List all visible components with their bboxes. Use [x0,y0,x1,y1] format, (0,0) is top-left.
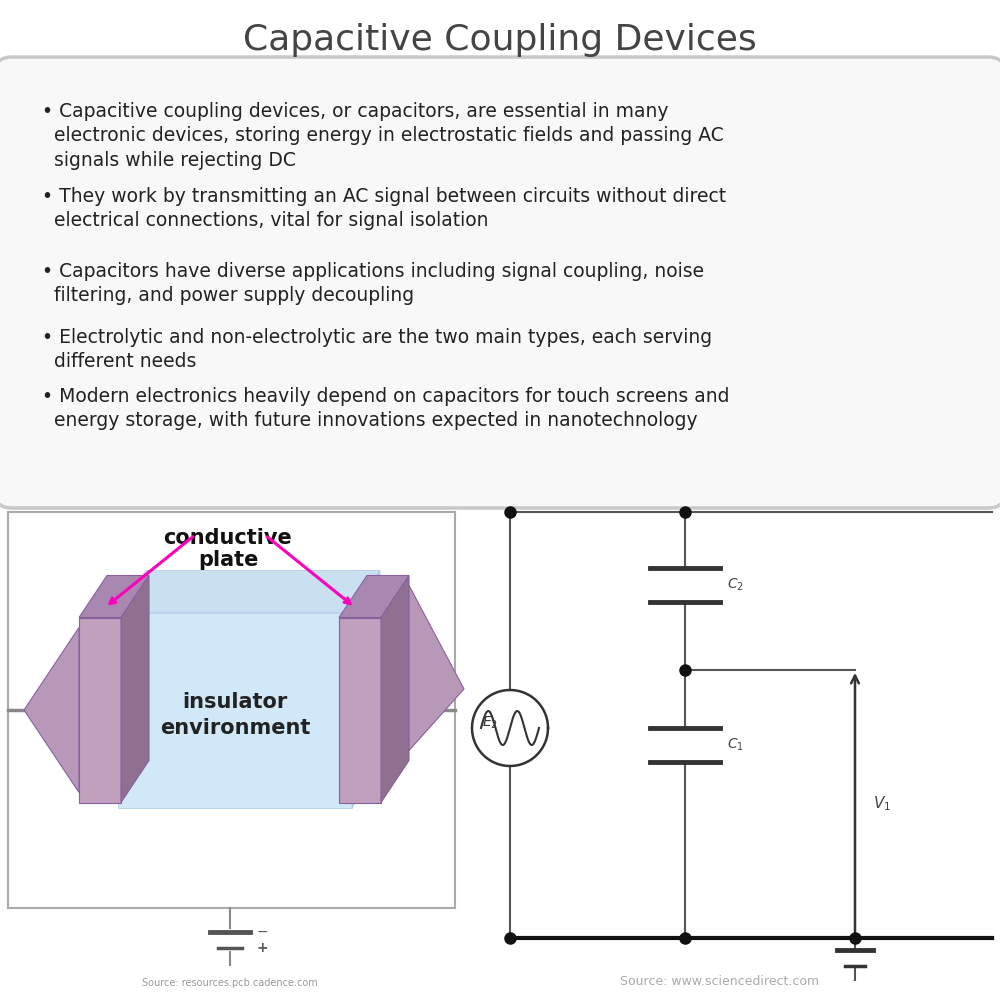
Polygon shape [24,628,79,792]
Text: Source: resources.pcb.cadence.com: Source: resources.pcb.cadence.com [142,978,318,988]
Text: • Capacitive coupling devices, or capacitors, are essential in many
  electronic: • Capacitive coupling devices, or capaci… [42,102,724,169]
Text: $E_2$: $E_2$ [482,715,498,731]
Polygon shape [121,576,149,802]
Text: $V_1$: $V_1$ [873,795,891,813]
Text: insulator
environment: insulator environment [160,692,310,738]
Text: • They work by transmitting an AC signal between circuits without direct
  elect: • They work by transmitting an AC signal… [42,187,726,230]
Text: • Capacitors have diverse applications including signal coupling, noise
  filter: • Capacitors have diverse applications i… [42,262,704,305]
Text: +: + [257,941,269,955]
Polygon shape [339,617,381,802]
Polygon shape [118,612,352,808]
Text: • Modern electronics heavily depend on capacitors for touch screens and
  energy: • Modern electronics heavily depend on c… [42,387,730,430]
Text: $C_2$: $C_2$ [727,577,744,593]
Polygon shape [381,576,409,802]
Polygon shape [339,576,409,617]
Text: • Electrolytic and non-electrolytic are the two main types, each serving
  diffe: • Electrolytic and non-electrolytic are … [42,328,712,371]
Polygon shape [409,585,464,750]
Polygon shape [79,576,149,617]
Text: $C_1$: $C_1$ [727,737,744,753]
Polygon shape [352,570,380,808]
Text: Capacitive Coupling Devices: Capacitive Coupling Devices [243,23,757,57]
Text: conductive
plate: conductive plate [164,528,292,570]
Polygon shape [118,570,380,612]
Text: Source: www.sciencedirect.com: Source: www.sciencedirect.com [620,975,820,988]
Text: −: − [257,925,269,939]
Polygon shape [79,617,121,802]
FancyBboxPatch shape [0,57,1000,508]
